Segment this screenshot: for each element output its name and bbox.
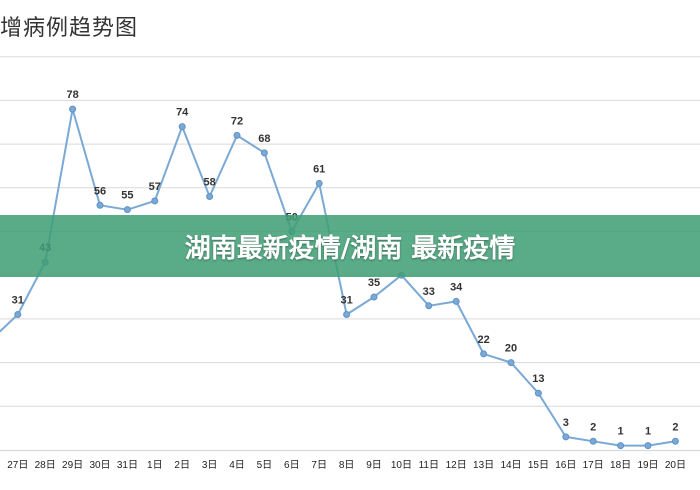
data-point [589, 437, 597, 445]
data-point [96, 201, 104, 209]
data-point [123, 206, 131, 214]
data-point [260, 149, 268, 157]
data-label: 74 [176, 107, 189, 119]
data-label: 33 [423, 286, 435, 298]
data-point [644, 442, 652, 450]
data-label: 55 [121, 190, 133, 202]
x-tick-label: 29日 [62, 460, 83, 471]
data-point [617, 442, 625, 450]
x-tick-label: 7日 [311, 460, 327, 471]
x-tick-label: 9日 [366, 460, 382, 471]
data-point [151, 197, 159, 205]
x-tick-label: 14日 [500, 460, 521, 471]
x-tick-label: 5日 [257, 460, 273, 471]
data-label: 2 [590, 421, 596, 433]
series-line [0, 108, 676, 447]
data-label: 2 [672, 421, 678, 433]
data-label: 68 [258, 133, 270, 145]
x-tick-label: 31日 [117, 460, 138, 471]
banner-text: 湖南最新疫情/湖南 最新疫情 [184, 233, 516, 264]
data-label: 56 [94, 185, 106, 197]
data-point [178, 123, 186, 131]
data-label: 78 [66, 89, 78, 101]
data-point [562, 433, 570, 441]
x-tick-label: 10日 [391, 460, 412, 471]
data-label: 72 [231, 115, 243, 127]
data-point [452, 297, 460, 305]
data-point [343, 311, 351, 319]
x-tick-label: 15日 [528, 460, 549, 471]
data-point [233, 131, 241, 139]
data-point [315, 179, 323, 187]
data-label: 31 [12, 295, 24, 307]
data-label: 13 [532, 373, 544, 385]
data-label: 31 [340, 295, 352, 307]
data-label: 1 [645, 426, 651, 438]
x-tick-label: 17日 [583, 460, 604, 471]
x-tick-label: 30日 [89, 460, 110, 471]
data-label: 3 [563, 417, 569, 429]
x-tick-label: 13日 [473, 460, 494, 471]
data-point [370, 293, 378, 301]
data-label: 57 [149, 181, 161, 193]
data-label: 35 [368, 277, 380, 289]
series-polyline [0, 108, 676, 447]
x-tick-label: 8日 [339, 460, 355, 471]
data-point [425, 302, 433, 310]
data-point [69, 105, 77, 113]
data-label: 22 [477, 334, 489, 346]
title-banner: 湖南最新疫情/湖南 最新疫情 [0, 215, 700, 277]
x-tick-label: 18日 [610, 460, 631, 471]
x-tick-label: 4日 [229, 460, 245, 471]
data-point [534, 389, 542, 397]
chart-title: 增病例趋势图 [0, 16, 139, 41]
data-label: 34 [450, 281, 463, 293]
data-label: 20 [505, 343, 517, 355]
x-tick-label: 1日 [147, 460, 163, 471]
x-tick-label: 11日 [419, 460, 439, 471]
x-tick-label: 2日 [174, 460, 190, 471]
data-points [14, 105, 679, 450]
x-tick-label: 12日 [446, 460, 467, 471]
data-point [480, 350, 488, 358]
data-point [206, 193, 214, 201]
x-tick-label: 19日 [637, 460, 658, 471]
x-tick-label: 16日 [555, 460, 576, 471]
x-tick-label: 28日 [35, 460, 56, 471]
x-tick-label: 20日 [665, 460, 686, 471]
data-label: 58 [203, 177, 215, 189]
data-point [507, 359, 515, 367]
data-label: 1 [618, 426, 624, 438]
x-axis-ticks: 7日27日28日29日30日31日1日2日3日4日5日6日7日8日9日10日11… [7, 460, 686, 471]
data-label: 61 [313, 163, 325, 175]
x-tick-label: 27日 [7, 460, 28, 471]
data-point [671, 437, 679, 445]
x-tick-label: 6日 [284, 460, 300, 471]
x-tick-label: 3日 [202, 460, 218, 471]
data-point [14, 311, 22, 319]
